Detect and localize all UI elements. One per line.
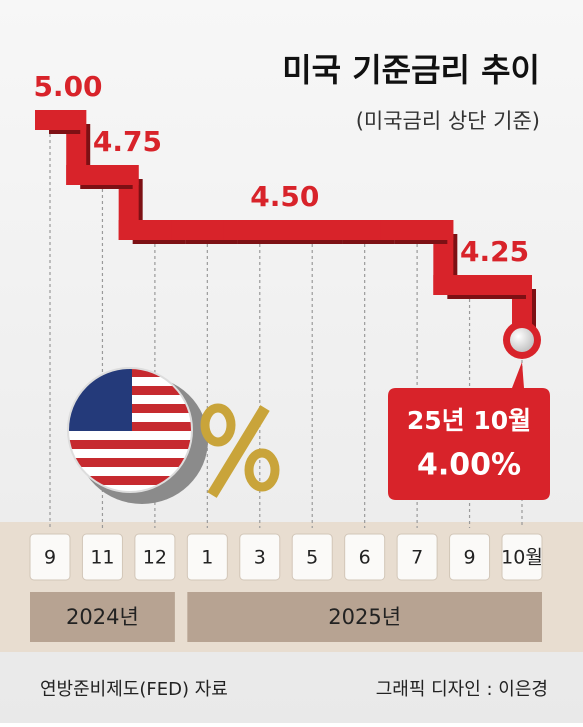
x-tick-label: 9 [464, 547, 476, 569]
callout-box [388, 362, 550, 500]
chart-title: 미국 기준금리 추이 [282, 51, 540, 89]
x-tick-label: 9 [44, 547, 56, 569]
x-tick-label: 3 [254, 547, 266, 569]
year-box [187, 592, 543, 642]
value-label: 4.75 [93, 125, 162, 158]
end-point [510, 328, 534, 352]
chart-subtitle: (미국금리 상단 기준) [356, 109, 540, 133]
category-box [29, 533, 71, 581]
percent-icon [200, 403, 280, 498]
credit: 그래픽 디자인 : 이은경 [376, 679, 548, 700]
category-box [396, 533, 438, 581]
year-label: 2024년 [66, 605, 139, 629]
year-box [30, 592, 175, 642]
category-box [239, 533, 281, 581]
category-box [186, 533, 228, 581]
x-tick-label: 7 [411, 547, 423, 569]
category-box [81, 533, 123, 581]
x-tick-label: 5 [306, 547, 318, 569]
value-label: 4.00% [417, 448, 521, 483]
category-box [134, 533, 176, 581]
value-label: 5.00 [33, 70, 102, 103]
x-tick-label: 11 [90, 547, 114, 569]
category-box [501, 533, 543, 581]
x-tick-label: 6 [359, 547, 371, 569]
value-label: 4.25 [460, 235, 529, 268]
x-tick-label: 1 [201, 547, 213, 569]
category-box [449, 533, 491, 581]
category-box [344, 533, 386, 581]
category-box [291, 533, 333, 581]
year-label: 2025년 [328, 605, 401, 629]
callout-label: 25년 10월 [407, 406, 531, 435]
source: 연방준비제도(FED) 자료 [40, 679, 228, 700]
x-tick-label: 10월 [501, 547, 543, 569]
value-label: 4.50 [250, 180, 319, 213]
x-tick-label: 12 [143, 547, 167, 569]
